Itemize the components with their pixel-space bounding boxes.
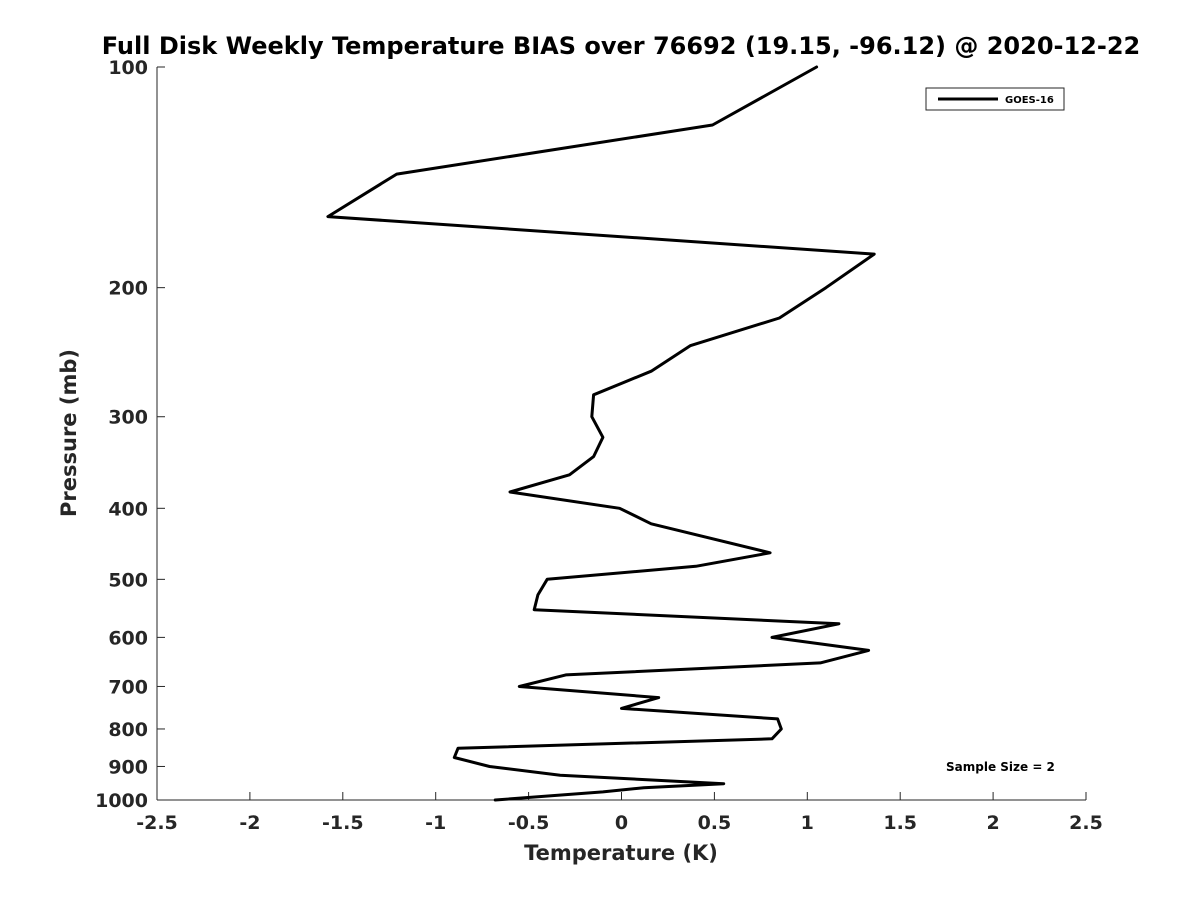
y-tick-label: 300 — [108, 407, 148, 429]
y-tick-label: 400 — [108, 498, 148, 520]
x-tick-label: -1.5 — [322, 812, 364, 834]
legend-label: GOES-16 — [1005, 95, 1054, 106]
y-tick-label: 200 — [108, 278, 148, 300]
x-tick-label: -2.5 — [136, 812, 178, 834]
x-tick-label: 2.5 — [1069, 812, 1103, 834]
y-ticks: 100 200 300 400 500 600 700 800 900 1000 — [95, 57, 165, 812]
x-tick-label: 0 — [615, 812, 628, 834]
plot-axes — [156, 67, 1086, 801]
x-tick-label: -1 — [425, 812, 446, 834]
y-tick-label: 800 — [108, 719, 148, 741]
y-tick-label: 900 — [108, 756, 148, 778]
y-tick-label: 1000 — [95, 790, 148, 812]
x-tick-label: 0.5 — [698, 812, 732, 834]
x-tick-label: -0.5 — [508, 812, 550, 834]
y-tick-label: 600 — [108, 627, 148, 649]
x-tick-label: 1.5 — [883, 812, 917, 834]
y-tick-label: 100 — [108, 57, 148, 79]
x-tick-label: 2 — [986, 812, 999, 834]
legend: GOES-16 — [925, 87, 1065, 111]
sample-size-annotation: Sample Size = 2 — [946, 760, 1055, 774]
x-tick-label: 1 — [801, 812, 814, 834]
x-axis-label: Temperature (K) — [524, 841, 718, 865]
x-tick-label: -2 — [239, 812, 260, 834]
x-ticks: -2.5 -2 -1.5 -1 -0.5 0 0.5 1 1.5 2 2.5 — [136, 792, 1103, 834]
y-tick-label: 700 — [108, 676, 148, 698]
series-layer — [326, 65, 876, 802]
y-axis-label: Pressure (mb) — [57, 349, 81, 517]
chart-title: Full Disk Weekly Temperature BIAS over 7… — [102, 32, 1141, 60]
series-line-goes-16 — [326, 65, 876, 802]
y-tick-label: 500 — [108, 569, 148, 591]
